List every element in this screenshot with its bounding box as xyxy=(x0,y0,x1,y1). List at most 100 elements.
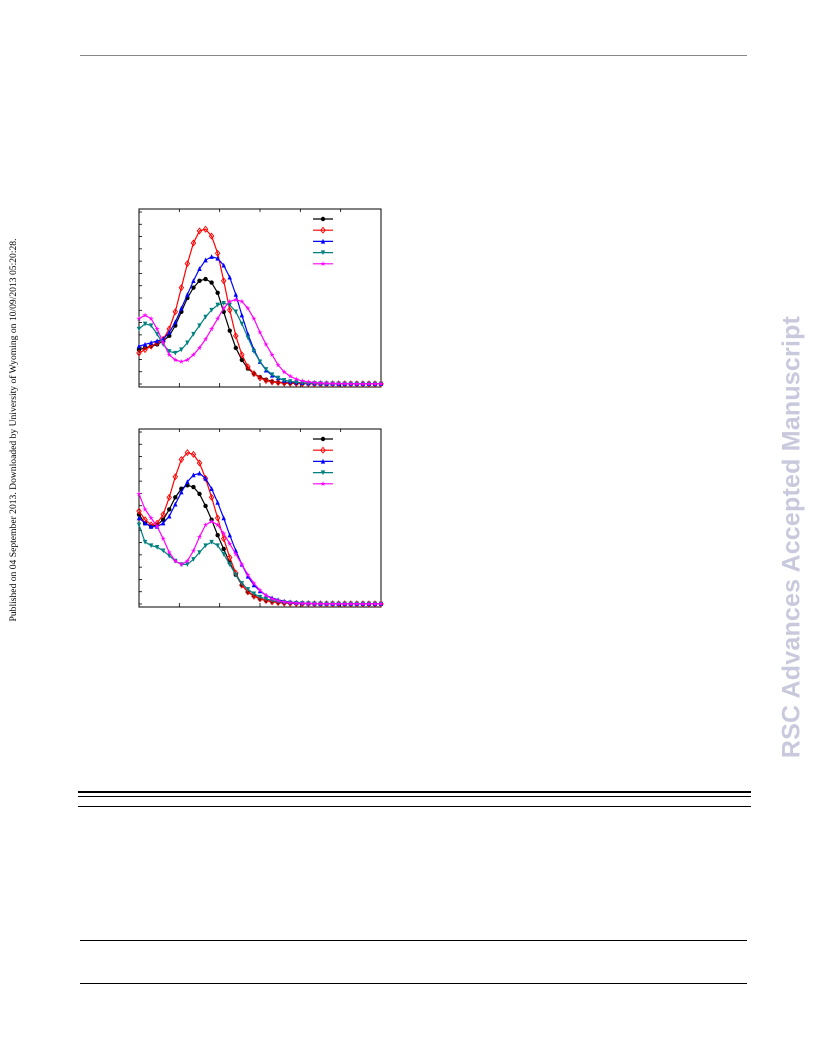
bottom-series-4-point xyxy=(161,548,166,554)
top-series-2-point xyxy=(233,332,239,340)
top-legend-marker-3 xyxy=(320,238,326,244)
top-series-4-point xyxy=(167,349,172,354)
top-series-2-point xyxy=(184,260,191,268)
bottom-series-2-point xyxy=(190,450,197,458)
top-series-3-point xyxy=(179,305,184,311)
bottom-series-2-point xyxy=(166,493,173,501)
bottom-series-5-point xyxy=(239,561,245,567)
bottom-series-5-point xyxy=(214,522,221,528)
top-series-5-point xyxy=(239,298,245,304)
bottom-legend-marker-4 xyxy=(320,470,326,476)
top-legend-marker-5 xyxy=(320,261,326,267)
bottom-series-5-point xyxy=(275,597,281,603)
bottom-series-5-point xyxy=(257,587,263,593)
bottom-series-5-point xyxy=(342,601,348,607)
top-series-5-point xyxy=(299,378,306,384)
top-series-5-point xyxy=(317,380,324,386)
top-series-2-point xyxy=(202,225,209,233)
bottom-legend-marker-5 xyxy=(320,481,326,487)
bottom-series-3-point xyxy=(167,513,172,519)
top-series-5-point xyxy=(214,315,221,321)
bottom-series-4-point xyxy=(227,562,232,568)
top-series-2-point xyxy=(251,370,257,378)
bottom-series-4-point xyxy=(185,562,190,568)
top-series-4-point xyxy=(227,302,232,308)
top-series-4-point xyxy=(221,300,226,306)
top-series-4-point xyxy=(148,323,154,329)
table-header-rule xyxy=(78,806,751,807)
top-series-4-point xyxy=(191,331,196,337)
top-series-5-point xyxy=(148,315,154,321)
bottom-series-5-point xyxy=(251,580,257,586)
top-series-2-point xyxy=(220,277,227,285)
bottom-series-3-point xyxy=(191,472,196,478)
top-series-3-point xyxy=(136,343,142,349)
top-series-3-point xyxy=(167,329,172,335)
top-series-2-point xyxy=(136,349,142,357)
top-series-5-point xyxy=(366,381,372,387)
top-series-3-point xyxy=(142,341,148,347)
bottom-series-5-point xyxy=(202,522,209,528)
bottom-series-4-point xyxy=(215,543,220,549)
bottom-series-1-point xyxy=(191,484,196,490)
top-series-5-point xyxy=(305,379,312,385)
top-legend-marker-4 xyxy=(320,250,326,256)
top-series-5-point xyxy=(311,379,318,385)
bottom-series-5-point xyxy=(281,599,287,605)
top-series-3-point xyxy=(209,254,214,259)
bottom-series-5-point xyxy=(227,541,233,547)
top-series-2-point xyxy=(178,284,185,292)
bottom-series-3-point xyxy=(215,499,220,505)
bottom-series-4-point xyxy=(148,543,154,549)
top-series-2-point xyxy=(269,378,275,386)
top-series-3-point xyxy=(203,257,208,263)
bottom-series-5-point xyxy=(269,596,275,602)
bottom-series-2-point xyxy=(172,473,179,481)
bottom-series-4-point xyxy=(221,551,226,557)
bottom-series-5-point xyxy=(293,600,299,606)
accepted-manuscript-watermark: RSC Advances Accepted Manuscript xyxy=(777,315,806,759)
top-series-4-point xyxy=(275,375,281,381)
bottom-series-3-point xyxy=(209,486,214,491)
bottom-series-3-point xyxy=(136,515,142,521)
top-series-5-point xyxy=(196,345,203,351)
bottom-series-5-point xyxy=(323,601,330,607)
bottom-series-1-point xyxy=(215,533,220,538)
footer-rule-lower xyxy=(80,983,747,984)
top-series-2-point xyxy=(142,346,148,354)
top-series-5-point xyxy=(172,357,178,363)
top-series-3-point xyxy=(197,266,202,271)
bottom-legend-marker-3 xyxy=(320,458,326,464)
top-series-1-point xyxy=(239,357,245,363)
top-series-2-point xyxy=(190,239,197,247)
top-series-4-point xyxy=(263,367,269,372)
top-series-5-point xyxy=(227,298,233,304)
top-series-5-point xyxy=(378,381,384,387)
top-series-4-point xyxy=(257,359,263,365)
top-series-4-point xyxy=(215,302,220,308)
top-series-5-point xyxy=(245,305,251,311)
bottom-series-2-point xyxy=(220,535,227,543)
top-series-4-point xyxy=(197,323,202,329)
top-series-5-point xyxy=(348,381,354,387)
bottom-series-3-point xyxy=(197,470,202,476)
top-series-5-point xyxy=(166,351,172,358)
top-legend-marker-2 xyxy=(320,226,326,234)
top-series-3-point xyxy=(173,319,178,325)
top-series-5-point xyxy=(178,358,185,364)
bottom-series-5-point xyxy=(360,601,366,607)
bottom-series-5-point xyxy=(366,601,372,607)
bottom-series-5-point xyxy=(154,523,160,529)
top-series-5-point xyxy=(184,357,191,363)
top-series-3-point xyxy=(154,338,160,344)
top-series-2-point xyxy=(257,374,263,382)
bottom-series-3-point xyxy=(227,532,232,538)
bottom-series-5-line xyxy=(138,493,381,605)
top-series-3-point xyxy=(239,312,245,318)
bottom-series-5-point xyxy=(245,571,251,578)
top-series-5-point xyxy=(202,336,209,342)
top-series-1-point xyxy=(167,333,172,339)
top-series-3-point xyxy=(233,291,238,297)
bottom-series-5-point xyxy=(287,599,293,605)
bottom-series-4-point xyxy=(233,572,238,578)
